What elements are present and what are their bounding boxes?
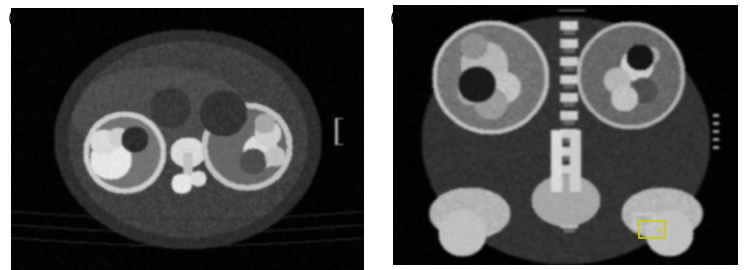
Text: A: A [657, 228, 661, 234]
Text: (b): (b) [389, 11, 411, 26]
Text: (a): (a) [7, 11, 28, 26]
Bar [639, 221, 664, 238]
